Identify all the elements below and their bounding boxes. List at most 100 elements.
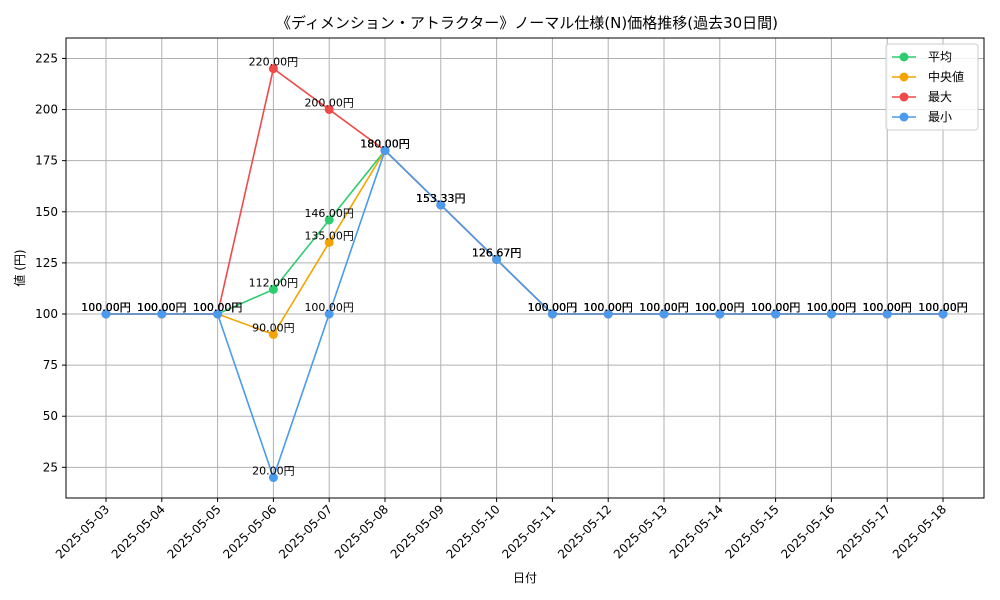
x-tick-label: 2025-05-06 [220, 502, 279, 561]
data-label: 100.00円 [807, 301, 857, 314]
legend-entry: 中央値 [928, 69, 964, 84]
data-label: 100.00円 [528, 301, 578, 314]
legend-box [885, 43, 979, 131]
y-tick-label: 100 [35, 307, 58, 321]
plot-frame [65, 37, 985, 499]
data-label: 180.00円 [360, 137, 410, 150]
series-line-2 [106, 67, 943, 315]
data-label: 100.00円 [583, 301, 633, 314]
data-label: 100.00円 [695, 301, 745, 314]
data-label: 100.00円 [918, 301, 968, 314]
data-label: 100.00円 [807, 301, 857, 314]
data-label: 100.00円 [528, 301, 578, 314]
data-point [547, 309, 557, 319]
x-tick-label: 2025-05-18 [890, 502, 949, 561]
x-tick-label: 2025-05-14 [667, 502, 726, 561]
data-point [771, 309, 781, 319]
data-label: 100.00円 [639, 301, 689, 314]
data-label: 100.00円 [695, 301, 745, 314]
y-tick-label: 25 [43, 460, 58, 474]
data-point [882, 309, 892, 319]
data-label: 100.00円 [583, 301, 633, 314]
data-label: 100.00円 [862, 301, 912, 314]
data-point [157, 309, 167, 319]
x-tick-label: 2025-05-15 [723, 502, 782, 561]
x-tick-label: 2025-05-10 [444, 502, 503, 561]
x-tick-label: 2025-05-17 [834, 502, 893, 561]
data-point [324, 105, 334, 115]
data-label: 100.00円 [193, 301, 243, 314]
legend-marker [899, 72, 909, 82]
data-label: 100.00円 [81, 301, 131, 314]
data-label: 180.00円 [360, 137, 410, 150]
data-label: 146.00円 [304, 207, 354, 220]
data-label: 220.00円 [249, 56, 299, 69]
data-point [324, 215, 334, 225]
legend-entry: 最大 [928, 90, 952, 104]
data-label: 100.00円 [862, 301, 912, 314]
data-label: 180.00円 [360, 137, 410, 150]
data-label: 100.00円 [583, 301, 633, 314]
data-label: 100.00円 [137, 301, 187, 314]
x-tick-label: 2025-05-11 [499, 502, 558, 561]
data-label: 100.00円 [918, 301, 968, 314]
x-tick-label: 2025-05-04 [109, 502, 168, 561]
data-label: 100.00円 [137, 301, 187, 314]
series-line-0 [106, 149, 943, 315]
data-label: 100.00円 [695, 301, 745, 314]
data-label: 112.00円 [249, 276, 299, 289]
y-tick-label: 225 [35, 51, 58, 65]
data-label: 100.00円 [81, 301, 131, 314]
y-tick-label: 125 [35, 256, 58, 270]
data-label: 20.00円 [252, 465, 295, 478]
data-label: 100.00円 [81, 301, 131, 314]
data-label: 100.00円 [695, 301, 745, 314]
data-point [659, 309, 669, 319]
legend-marker [899, 92, 909, 102]
x-tick-label: 2025-05-05 [165, 502, 224, 561]
data-label: 100.00円 [751, 301, 801, 314]
data-label: 100.00円 [918, 301, 968, 314]
y-tick-label: 50 [43, 409, 58, 423]
data-label: 100.00円 [751, 301, 801, 314]
data-label: 100.00円 [137, 301, 187, 314]
x-tick-label: 2025-05-07 [276, 502, 335, 561]
data-label: 180.00円 [360, 137, 410, 150]
x-tick-label: 2025-05-03 [53, 502, 112, 561]
y-tick-label: 150 [35, 205, 58, 219]
data-label: 100.00円 [751, 301, 801, 314]
series-line-3 [106, 148, 943, 481]
x-tick-label: 2025-05-16 [778, 502, 837, 561]
data-point [324, 237, 334, 247]
data-point [715, 309, 725, 319]
data-label: 100.00円 [751, 301, 801, 314]
y-tick-label: 175 [35, 154, 58, 168]
data-label: 100.00円 [193, 301, 243, 314]
data-label: 100.00円 [193, 301, 243, 314]
data-label: 153.33円 [416, 192, 466, 205]
data-label: 126.67円 [472, 246, 522, 259]
data-point [436, 200, 446, 210]
data-label: 126.67円 [472, 246, 522, 259]
data-label: 100.00円 [528, 301, 578, 314]
data-label: 153.33円 [416, 192, 466, 205]
data-point [938, 309, 948, 319]
data-label: 100.00円 [639, 301, 689, 314]
legend-marker [899, 112, 909, 122]
data-label: 153.33円 [416, 192, 466, 205]
data-label: 100.00円 [639, 301, 689, 314]
legend-marker [899, 52, 909, 62]
data-point [324, 309, 334, 319]
data-label: 100.00円 [807, 301, 857, 314]
x-axis-title: 日付 [513, 571, 537, 585]
series-lines [101, 64, 948, 483]
chart-title: 《ディメンション・アトラクター》ノーマル仕様(N)価格推移(過去30日間) [276, 14, 778, 32]
x-tick-label: 2025-05-08 [332, 502, 391, 561]
data-point [380, 145, 390, 155]
data-label: 100.00円 [528, 301, 578, 314]
data-point [492, 254, 502, 264]
data-label: 200.00円 [304, 97, 354, 110]
data-label: 100.00円 [862, 301, 912, 314]
